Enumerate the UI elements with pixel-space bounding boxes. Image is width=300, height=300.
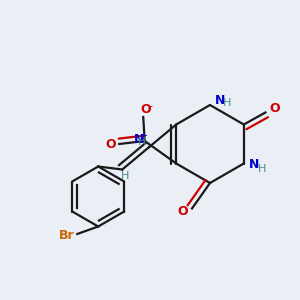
Text: N: N <box>134 133 144 146</box>
Text: +: + <box>139 130 147 141</box>
Text: N: N <box>214 94 225 107</box>
Text: N: N <box>249 158 260 172</box>
Text: O: O <box>178 205 188 218</box>
Text: H: H <box>258 164 266 174</box>
Text: H: H <box>120 171 129 181</box>
Text: O: O <box>105 137 116 151</box>
Text: H: H <box>223 98 231 109</box>
Text: Br: Br <box>59 229 74 242</box>
Text: O: O <box>140 103 151 116</box>
Text: O: O <box>269 101 280 115</box>
Text: H: H <box>137 136 146 147</box>
Text: -: - <box>149 101 153 112</box>
